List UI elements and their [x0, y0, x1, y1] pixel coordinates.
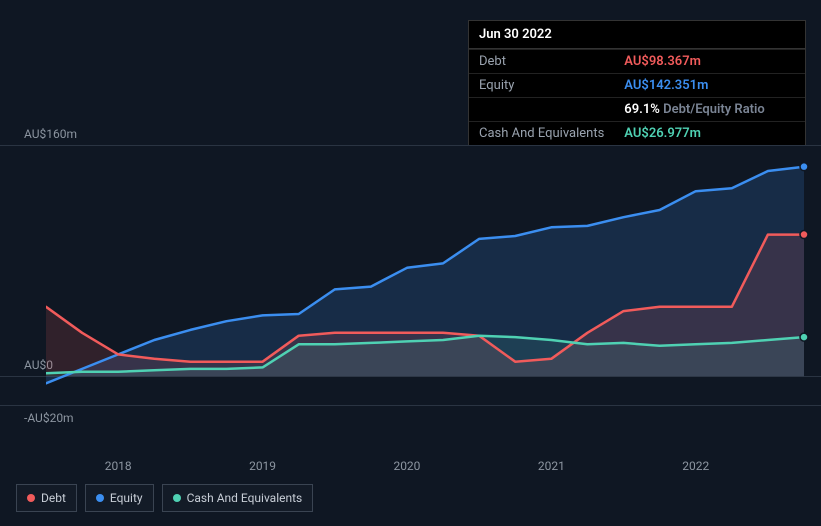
- legend-label: Cash And Equivalents: [187, 491, 303, 505]
- series-end-marker: [800, 231, 808, 239]
- legend-item[interactable]: Debt: [16, 484, 77, 512]
- legend-dot-icon: [173, 494, 181, 502]
- legend-item[interactable]: Equity: [85, 484, 154, 512]
- legend-dot-icon: [96, 494, 104, 502]
- legend-dot-icon: [27, 494, 35, 502]
- series-end-marker: [800, 333, 808, 341]
- area-chart[interactable]: [0, 0, 821, 526]
- legend: Debt Equity Cash And Equivalents: [16, 484, 313, 512]
- legend-label: Debt: [41, 491, 66, 505]
- legend-label: Equity: [110, 491, 143, 505]
- legend-item[interactable]: Cash And Equivalents: [162, 484, 314, 512]
- series-end-marker: [800, 163, 808, 171]
